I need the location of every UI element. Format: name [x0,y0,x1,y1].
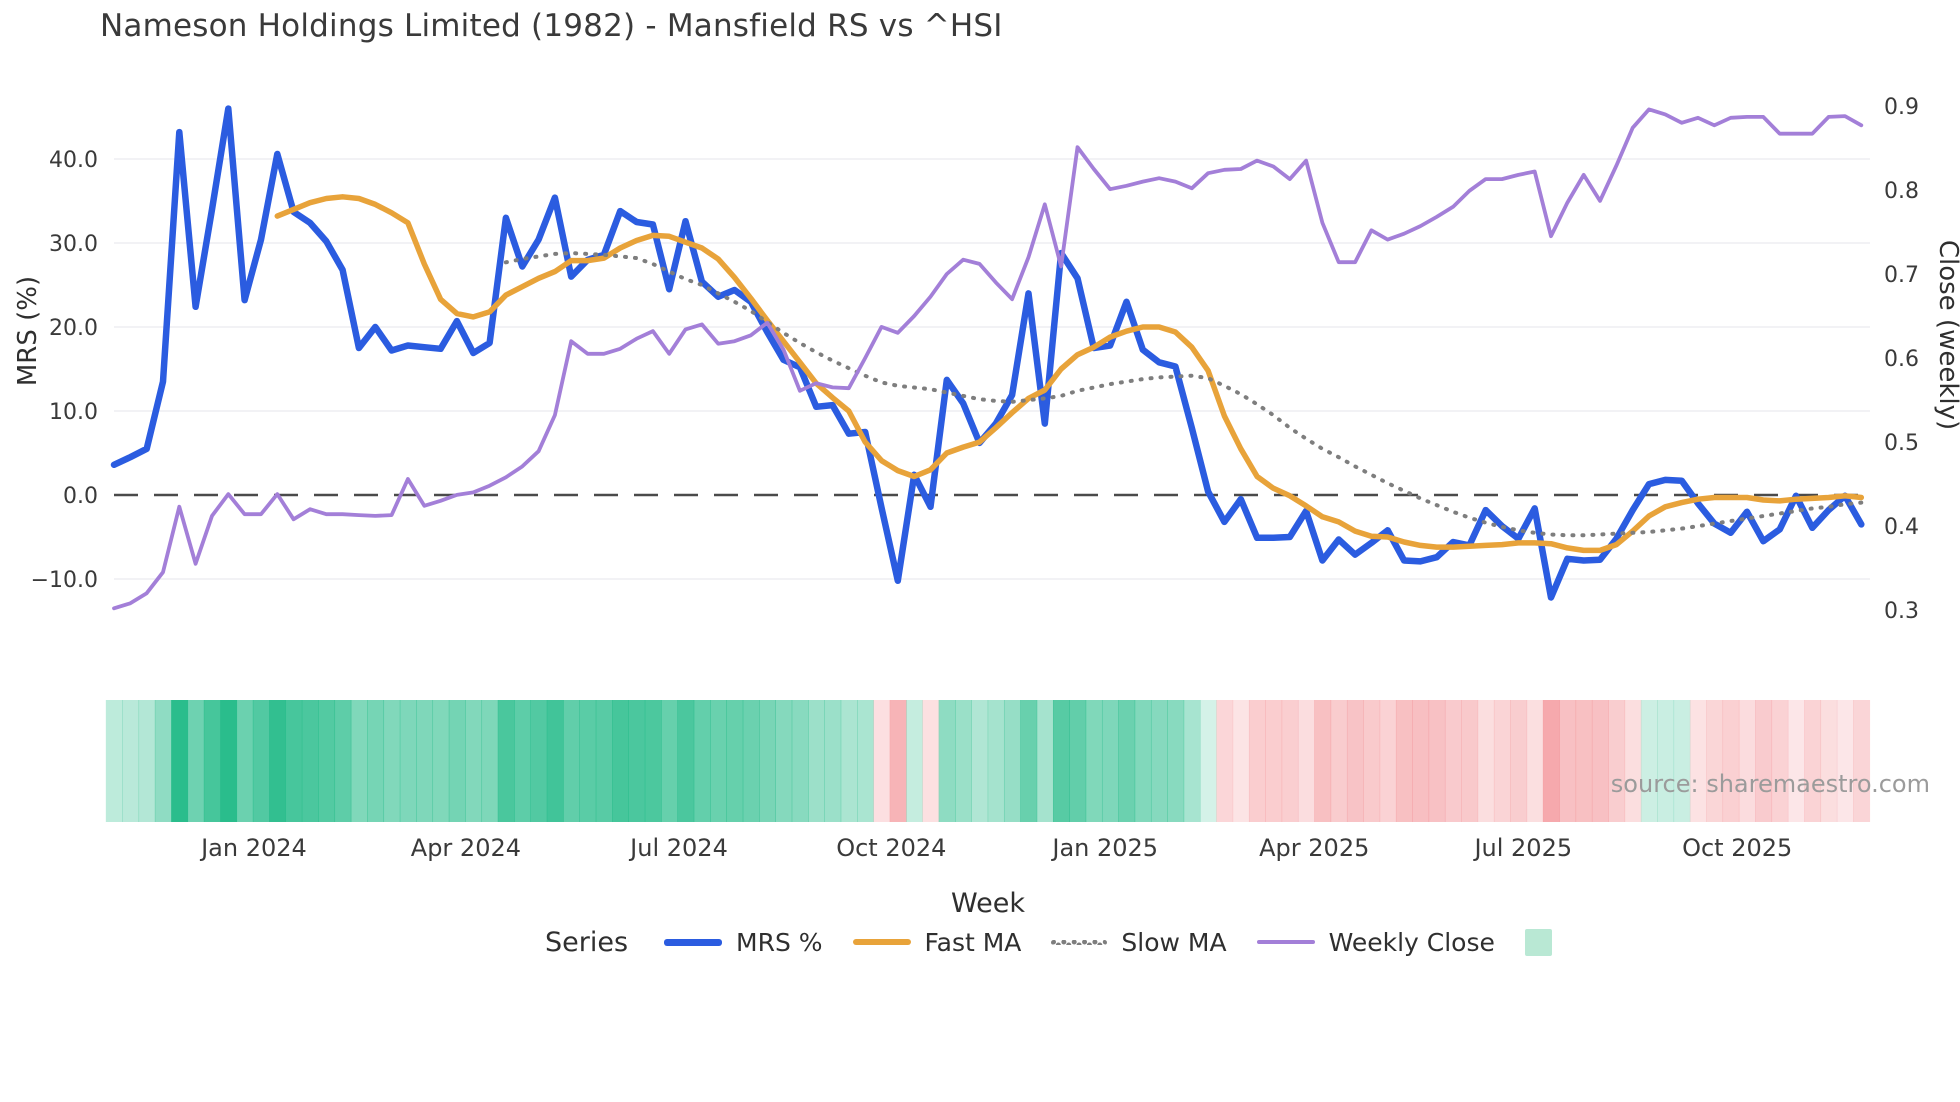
series-lines[interactable] [110,105,1865,611]
x-tick: Jan 2024 [199,834,307,862]
legend-item-heatmap[interactable] [1524,928,1552,956]
y-tick-right: 0.7 [1884,263,1919,288]
fast-ma-line[interactable] [274,194,1865,554]
fast-ma-line-swatch-icon [852,939,911,945]
y-axis-label-left: MRS (%) [13,275,43,387]
legend-item-slow-ma[interactable]: Slow MA [1051,927,1227,957]
y-tick-left: 10.0 [49,400,98,425]
y-tick-left: −10.0 [31,568,98,593]
x-tick: Oct 2025 [1682,834,1792,862]
y-tick-right: 0.5 [1884,431,1919,456]
heatmap-swatch-icon [1524,928,1552,956]
y-axis-label-right: Close (weekly) [1933,239,1960,431]
x-tick: Jul 2025 [1472,834,1572,862]
chart-title: Nameson Holdings Limited (1982) - Mansfi… [100,8,1003,44]
legend: Series MRS % Fast MA Slow MA Weekly Clos… [545,920,1552,964]
y-tick-right: 0.6 [1884,347,1919,372]
axis-tick-labels: 40.0 30.0 20.0 10.0 0.0 −10.0 0.9 0.8 0.7 0.6 0.5 0… [31,95,1919,862]
x-tick: Jan 2025 [1050,834,1158,862]
x-axis-label: Week [951,888,1025,919]
legend-item-mrs[interactable]: MRS % [664,928,823,957]
x-tick: Apr 2024 [411,834,521,862]
legend-item-label: Slow MA [1121,927,1227,957]
mrs--line[interactable] [110,105,1865,601]
x-tick: Oct 2024 [836,834,946,862]
y-tick-right: 0.8 [1884,179,1919,204]
slow-ma-dotted-swatch-icon [1051,939,1108,945]
legend-item-fast-ma[interactable]: Fast MA [852,927,1022,957]
legend-item-label: Fast MA [924,927,1022,957]
y-tick-right: 0.3 [1884,599,1919,624]
weekly-close-line[interactable] [112,107,1864,611]
y-tick-right: 0.4 [1884,515,1919,540]
source-text: source: sharemaestro.com [1610,770,1930,798]
x-tick: Jul 2024 [628,834,728,862]
legend-item-label: MRS % [736,927,823,957]
heatmap-strip[interactable] [105,700,1871,822]
legend-item-label: Weekly Close [1328,927,1495,957]
y-tick-left: 0.0 [63,484,98,509]
y-tick-left: 20.0 [49,316,98,341]
y-tick-left: 40.0 [49,148,98,173]
x-tick: Apr 2025 [1259,834,1369,862]
mrs-line-swatch-icon [664,938,723,946]
y-tick-left: 30.0 [49,232,98,257]
weekly-close-line-swatch-icon [1256,940,1315,944]
legend-item-weekly-close[interactable]: Weekly Close [1256,927,1495,957]
legend-title: Series [545,926,629,958]
y-tick-right: 0.9 [1884,95,1919,120]
gridlines [114,158,1870,580]
